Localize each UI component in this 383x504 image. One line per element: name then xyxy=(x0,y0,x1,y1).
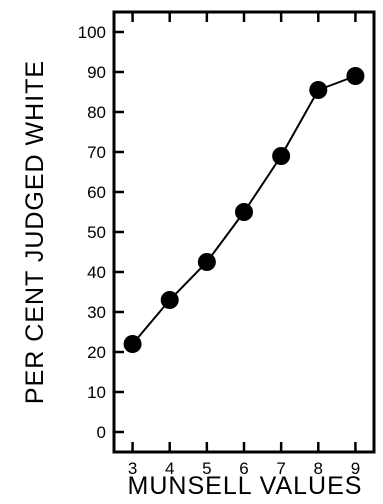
data-point xyxy=(309,81,328,99)
y-tick-label: 20 xyxy=(87,343,106,362)
y-tick-label: 50 xyxy=(87,223,106,242)
data-point xyxy=(123,335,142,353)
y-tick-label: 70 xyxy=(87,143,106,162)
top-axis-ticks xyxy=(131,12,357,22)
data-series xyxy=(123,67,365,353)
data-point xyxy=(272,147,291,165)
data-point xyxy=(235,203,253,221)
y-axis-tick-labels: 0 10 20 30 40 50 60 70 80 90 100 xyxy=(78,23,106,442)
y-tick-label: 10 xyxy=(87,383,106,402)
y-tick-label: 60 xyxy=(87,183,106,202)
y-tick-label: 100 xyxy=(78,23,106,42)
x-axis-tick-labels: 3 4 5 6 7 8 9 xyxy=(128,459,360,478)
data-point xyxy=(197,253,216,271)
x-tick-label: 4 xyxy=(165,459,174,478)
x-tick-label: 7 xyxy=(276,459,285,478)
plot-frame xyxy=(112,10,376,454)
data-point xyxy=(346,67,365,85)
x-axis-label: MUNSELL VALUES xyxy=(128,472,363,500)
y-tick-label: 40 xyxy=(87,263,106,282)
y-tick-label: 30 xyxy=(87,303,106,322)
x-tick-label: 8 xyxy=(314,459,323,478)
y-tick-label: 80 xyxy=(87,103,106,122)
y-tick-label: 90 xyxy=(87,63,106,82)
x-axis-ticks xyxy=(131,442,357,452)
x-tick-label: 3 xyxy=(128,459,137,478)
x-tick-label: 6 xyxy=(239,459,248,478)
x-tick-label: 5 xyxy=(202,459,211,478)
y-tick-label: 0 xyxy=(97,423,106,442)
y-axis-label: PER CENT JUDGED WHITE xyxy=(21,60,49,404)
x-tick-label: 9 xyxy=(351,459,360,478)
y-axis-ticks xyxy=(114,30,124,434)
data-point xyxy=(160,291,179,309)
